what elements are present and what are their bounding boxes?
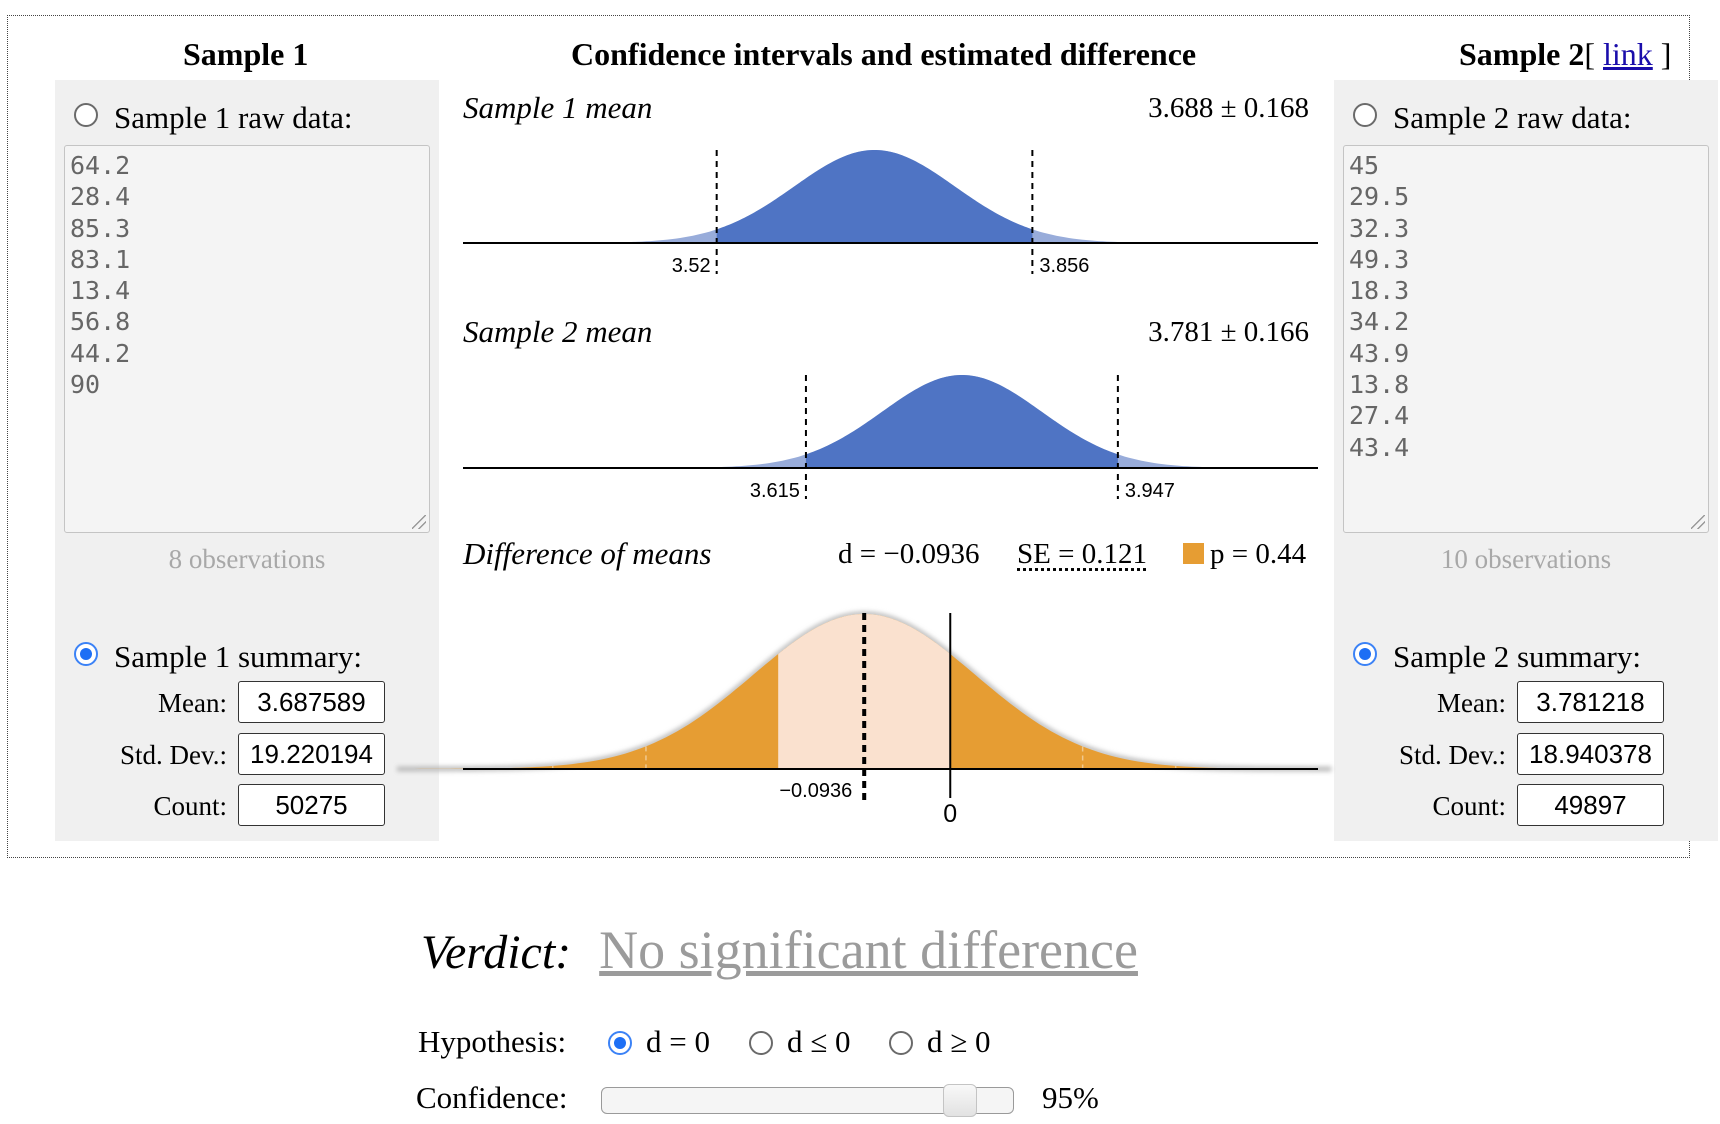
sample1-confidence-area [716, 150, 1033, 243]
sample1-raw-textarea[interactable]: 64.2 28.4 85.3 83.1 13.4 56.8 44.2 90 [64, 145, 430, 533]
sample2-sd-input[interactable]: 18.940378 [1517, 733, 1664, 775]
verdict: Verdict: No significant difference [421, 920, 1138, 983]
sample2-raw-radio[interactable] [1353, 103, 1377, 127]
resize-grip-icon[interactable] [412, 515, 426, 529]
sample2-raw-label: Sample 2 raw data: [1393, 100, 1632, 135]
sample2-raw-value: 13.8 [1349, 370, 1410, 400]
sample2-mean-input[interactable]: 3.781218 [1517, 681, 1664, 723]
sample2-raw-value: 18.3 [1349, 276, 1410, 306]
sample2-mean-label: Mean: [1437, 688, 1506, 718]
p-value-text: p = 0.44 [1210, 538, 1307, 570]
sample1-count-input[interactable]: 50275 [238, 784, 385, 826]
sample2-header-title: Sample 2 [1459, 36, 1585, 72]
difference-title: Difference of means [463, 536, 712, 571]
difference-faint-lines [551, 746, 1177, 769]
sample2-raw-textarea[interactable]: 45 29.5 32.3 49.3 18.3 34.2 43.9 13.8 27.4 43.4 [1343, 145, 1709, 533]
hypothesis-option-equal: d = 0 [646, 1024, 710, 1059]
sample1-raw-value: 56.8 [70, 307, 131, 337]
sample1-mean-label: Mean: [158, 688, 227, 718]
sample1-raw-value: 83.1 [70, 244, 131, 274]
estimated-difference-label: −0.0936 [779, 780, 852, 802]
sample1-panel: Sample 1 raw data: 64.2 28.4 85.3 83.1 13.4 5… [55, 80, 439, 841]
confidence-slider-thumb[interactable] [942, 1084, 977, 1117]
sample2-mean-title: Sample 2 mean [463, 314, 653, 349]
resize-grip-icon[interactable] [1691, 515, 1705, 529]
sample2-raw-value: 43.4 [1349, 432, 1410, 462]
sample2-summary-label: Sample 2 summary: [1393, 639, 1641, 674]
sample1-sd-input[interactable]: 19.220194 [238, 733, 385, 775]
sample1-mean-value: 3.688 ± 0.168 [1148, 92, 1309, 124]
sample1-raw-values: 64.2 28.4 85.3 83.1 13.4 56.8 44.2 90 [70, 150, 424, 400]
sample2-raw-values: 45 29.5 32.3 49.3 18.3 34.2 43.9 13.8 27.4 43.4 [1349, 150, 1703, 463]
p-value-swatch-icon [1183, 543, 1204, 564]
difference-d-value: d = −0.0936 [838, 538, 980, 570]
sample2-count-input[interactable]: 49897 [1517, 784, 1664, 826]
confidence-label: Confidence: [416, 1080, 568, 1115]
chart-header: Confidence intervals and estimated diffe… [571, 36, 1197, 72]
sample2-header: Sample 2[ link ] [1459, 34, 1671, 74]
zero-label: 0 [943, 800, 957, 828]
sample2-ci-upper-label: 3.947 [1125, 480, 1175, 502]
verdict-label: Verdict: [421, 926, 572, 979]
hypothesis-radio-le[interactable] [749, 1031, 773, 1055]
sample1-summary-radio[interactable] [74, 642, 98, 666]
difference-chart: −0.0936 0 [397, 611, 1332, 828]
sample2-raw-value: 29.5 [1349, 182, 1410, 212]
sample2-raw-value: 27.4 [1349, 401, 1410, 431]
sample2-raw-value: 49.3 [1349, 244, 1410, 274]
confidence-value: 95% [1042, 1080, 1099, 1115]
sample2-mean-chart: 3.615 3.947 [463, 375, 1318, 502]
sample2-raw-value: 43.9 [1349, 338, 1410, 368]
sample2-ci-lower-label: 3.615 [750, 480, 800, 502]
sample1-observation-count: 8 observations [168, 544, 326, 574]
sample1-sd-label: Std. Dev.: [120, 740, 227, 770]
sample2-raw-value: 34.2 [1349, 307, 1410, 337]
share-link[interactable]: link [1603, 36, 1653, 72]
sample1-header: Sample 1 [183, 36, 309, 72]
hypothesis-radio-equal[interactable] [608, 1031, 632, 1055]
sample1-ci-lower-label: 3.52 [672, 255, 711, 277]
sample1-raw-value: 64.2 [70, 151, 131, 180]
hypothesis-option-le: d ≤ 0 [787, 1024, 851, 1059]
sample2-raw-value: 32.3 [1349, 213, 1410, 243]
link-close: ] [1652, 36, 1672, 72]
sample1-summary-label: Sample 1 summary: [114, 639, 362, 674]
sample1-raw-value: 85.3 [70, 213, 131, 243]
sample2-panel: Sample 2 raw data: 45 29.5 32.3 49.3 18.3 34.… [1334, 80, 1718, 841]
p-value: p = 0.44 [1183, 535, 1306, 573]
sample1-raw-label: Sample 1 raw data: [114, 100, 353, 135]
sample1-raw-value: 90 [70, 370, 101, 400]
sample1-ci-upper-label: 3.856 [1039, 255, 1089, 277]
sample1-raw-value: 13.4 [70, 276, 131, 306]
sample1-raw-value: 28.4 [70, 182, 131, 212]
sample1-raw-value: 44.2 [70, 338, 131, 368]
sample2-sd-label: Std. Dev.: [1399, 740, 1506, 770]
link-open: [ [1584, 36, 1603, 72]
sample2-raw-value: 45 [1349, 151, 1380, 180]
sample1-mean-chart: 3.52 3.856 [463, 150, 1318, 277]
sample2-count-label: Count: [1432, 791, 1506, 821]
sample2-confidence-area [805, 375, 1118, 468]
difference-se-value[interactable]: SE = 0.121 [1017, 538, 1147, 570]
sample1-mean-input[interactable]: 3.687589 [238, 681, 385, 723]
sample1-raw-radio[interactable] [74, 103, 98, 127]
hypothesis-radio-ge[interactable] [889, 1031, 913, 1055]
hypothesis-option-ge: d ≥ 0 [927, 1024, 991, 1059]
confidence-slider[interactable] [601, 1084, 1014, 1117]
sample1-mean-title: Sample 1 mean [463, 90, 653, 125]
sample1-count-label: Count: [153, 791, 227, 821]
sample2-summary-radio[interactable] [1353, 642, 1377, 666]
hypothesis-label: Hypothesis: [418, 1024, 567, 1059]
sample2-observation-count: 10 observations [1440, 544, 1612, 574]
sample2-mean-value: 3.781 ± 0.166 [1148, 316, 1309, 348]
verdict-text[interactable]: No significant difference [599, 920, 1138, 980]
